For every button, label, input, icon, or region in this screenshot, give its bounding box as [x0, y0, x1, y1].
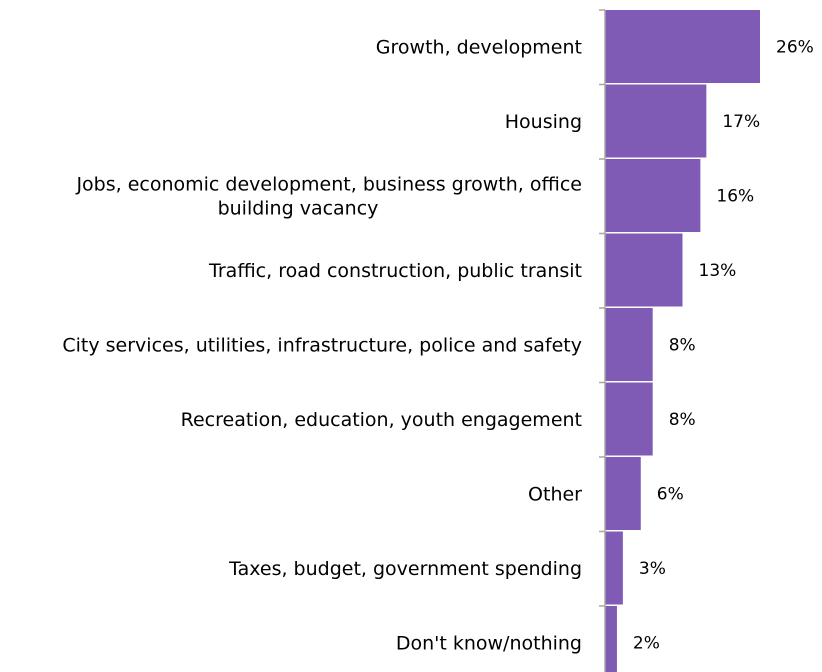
category-labels: Growth, development Housing Jobs, economic… — [62, 37, 582, 655]
value-label: 2% — [633, 634, 660, 654]
category-axis — [599, 9, 606, 672]
category-label: Don't know/nothing — [396, 633, 582, 655]
category-label: Growth, development — [376, 37, 582, 59]
value-label: 17% — [722, 112, 760, 132]
value-label: 8% — [669, 410, 696, 430]
value-label: 16% — [716, 187, 754, 207]
category-label: Housing — [505, 111, 582, 133]
bar — [605, 84, 707, 158]
bar — [605, 606, 617, 672]
bar — [605, 308, 653, 381]
bar — [605, 457, 641, 530]
category-label: City services, utilities, infrastructure… — [62, 335, 582, 357]
bar — [605, 159, 701, 232]
value-label: 13% — [699, 261, 737, 281]
category-label: Other — [528, 484, 582, 506]
category-label: Recreation, education, youth engagement — [181, 409, 582, 431]
value-label: 26% — [776, 38, 814, 58]
bar — [605, 233, 683, 307]
value-labels: 26% 17% 16% 13% 8% 8% 6% 3% 2% — [633, 38, 814, 654]
bar — [605, 382, 653, 456]
value-label: 6% — [657, 485, 684, 505]
value-label: 8% — [669, 336, 696, 356]
bar — [605, 10, 760, 83]
value-label: 3% — [639, 559, 666, 579]
bars-group — [605, 10, 760, 672]
bar — [605, 531, 623, 605]
category-label: Taxes, budget, government spending — [228, 558, 582, 580]
category-label: Jobs, economic development, business gro… — [75, 174, 582, 220]
category-label: Traffic, road construction, public trans… — [208, 260, 582, 282]
